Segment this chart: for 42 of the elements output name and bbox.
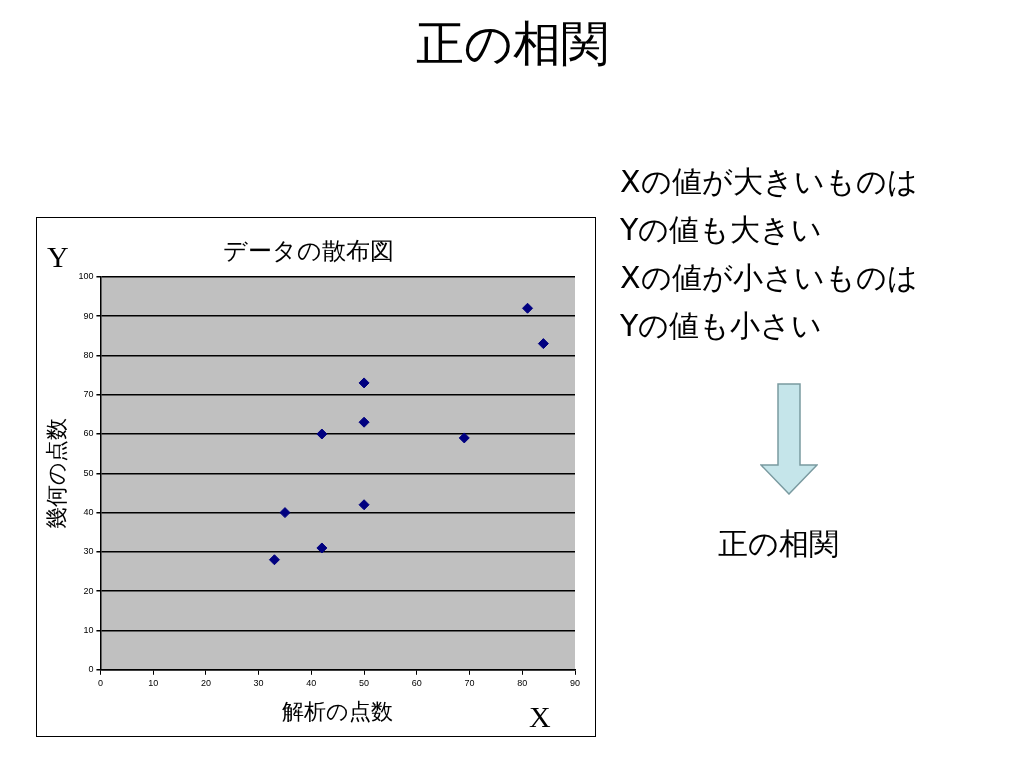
y-tick-label: 10 [83,624,94,635]
x-tick-label: 0 [97,677,103,688]
point [522,302,534,314]
point [316,542,328,554]
x-tick-label: 60 [411,677,422,688]
x-tick-label: 80 [517,677,528,688]
x-tick-label: 10 [148,677,159,688]
y-tick-label: 40 [83,507,94,518]
y-tick-label: 90 [83,310,94,321]
point [358,377,370,389]
point [358,499,370,511]
x-tick-label: 20 [200,677,211,688]
point [537,338,549,350]
point [358,416,370,428]
text: Yの値も大きい [620,211,823,249]
x-tick-label: 90 [569,677,581,688]
x-tick-label: 50 [359,677,370,688]
point [279,507,291,519]
y-tick-label: 70 [83,389,94,400]
chart-subtitle: データの散布図 [222,236,394,265]
x-tick-label: 40 [306,677,317,688]
text: Xの値が小さいものは [620,259,918,297]
y-tick-label: 20 [83,585,94,596]
y-tick-label: 80 [83,349,94,360]
y-tick-label: 0 [88,664,94,675]
text: Yの値も小さい [620,307,823,345]
x-axis-title: 解析の点数 [282,698,394,724]
y-axis-title: 幾何の点数 [43,417,69,529]
y-tick-label: 50 [83,467,94,478]
y-tick-label: 60 [83,428,94,439]
x-tick-label: 30 [253,677,264,688]
y-tick-label: 100 [78,271,94,282]
text: Y [47,240,69,274]
chart-title: 正の相関 [414,14,610,73]
x-tick-label: 70 [464,677,475,688]
text: Xの値が大きいものは [620,163,918,201]
point [458,432,470,444]
point [316,428,328,440]
text: X [529,700,551,734]
y-tick-label: 30 [83,546,94,557]
text: 正の相関 [718,525,839,563]
point [268,554,280,566]
